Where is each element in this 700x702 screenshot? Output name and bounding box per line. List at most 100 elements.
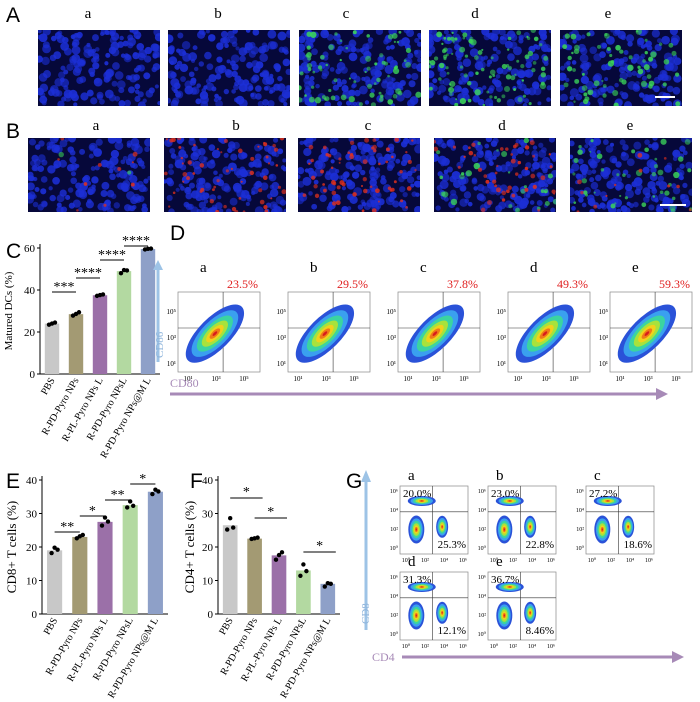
cd8-axis-label: CD8: [360, 603, 372, 624]
density-blob-double-neg: [496, 601, 513, 630]
density-blob-cd4: [622, 515, 635, 538]
flow-x-tick: 10⁴: [626, 558, 634, 564]
data-point: [276, 552, 282, 558]
flow-x-tick: 10⁵: [239, 375, 249, 383]
flow-d-sublabel: d: [530, 260, 538, 276]
bar: [320, 583, 336, 614]
density-blob: [617, 304, 677, 363]
micrograph-b-d: [434, 138, 556, 212]
flow-x-tick: 10³: [643, 375, 652, 383]
flow-x-tick: 10⁴: [528, 558, 536, 564]
flow-x-tick: 10³: [431, 375, 440, 383]
flow-d-sublabel: b: [310, 260, 318, 276]
cd4-axis-label: CD4: [372, 650, 395, 664]
flow-y-tick: 10¹: [167, 360, 176, 368]
bar: [97, 521, 113, 614]
flow-g-sublabel: a: [408, 468, 415, 484]
density-blob-cd8: [593, 495, 622, 506]
flow-y-tick: 10⁵: [387, 308, 397, 316]
data-point: [225, 527, 230, 532]
y-tick-label: 0: [30, 369, 36, 381]
data-point: [279, 550, 285, 555]
flow-y-tick: 10²: [390, 613, 398, 619]
flow-cd80-cd86: a 23.5% 10¹ 10¹ 10³ 10³ 10⁵ 10⁵ b 29.5% 10¹ 10¹ 10³ 1…: [167, 260, 693, 383]
flow-x-tick: 10⁶: [645, 558, 653, 564]
data-point: [273, 557, 279, 562]
flow-y-tick: 10¹: [387, 360, 396, 368]
panel-letter-g: G: [346, 470, 363, 493]
flow-y-tick: 10³: [497, 334, 506, 342]
bar: [44, 323, 60, 374]
panel-a-label-b: b: [214, 6, 222, 22]
flow-y-tick: 10⁵: [167, 308, 177, 316]
bar: [122, 505, 138, 614]
data-point: [99, 523, 105, 528]
flow-x-tick: 10⁴: [528, 644, 536, 650]
scale-bar-b: [660, 204, 686, 206]
density-blob-double-neg: [408, 515, 425, 544]
data-point: [131, 503, 136, 508]
significance-label: *: [89, 504, 96, 519]
flow-y-tick: 10⁴: [478, 594, 486, 600]
flow-g-sublabel: c: [594, 468, 601, 484]
flow-g-sublabel: e: [496, 554, 503, 570]
flow-x-tick: 10⁵: [349, 375, 359, 383]
micrograph-b-a: [28, 138, 150, 212]
flow-y-tick: 10⁰: [478, 631, 487, 638]
data-point: [49, 550, 54, 556]
density-blob-double-neg: [496, 515, 513, 544]
data-point: [52, 320, 58, 325]
flow-cd4-cd8: a20.0%25.3%10⁰10⁰10²10²10⁴10⁴10⁶10⁶b23.0…: [361, 468, 684, 663]
flow-y-tick: 10⁵: [599, 308, 609, 316]
significance-label: ****: [98, 248, 126, 263]
flow-percentage: 29.5%: [337, 277, 368, 291]
x-tick-label: PBS: [217, 616, 235, 637]
density-blob-cd4: [436, 515, 449, 538]
cd80-arrow: [170, 388, 668, 400]
density-blob-cd8: [407, 581, 436, 592]
panel-a-label-d: d: [471, 6, 479, 22]
density-blob-cd8: [495, 581, 524, 592]
panel-b-label-e: e: [626, 118, 634, 134]
data-point: [118, 271, 124, 276]
significance-label: *: [316, 539, 323, 554]
flow-x-tick: 10⁶: [459, 644, 467, 650]
flow-pct-bottom-right: 22.8%: [526, 539, 554, 551]
flow-y-tick: 10¹: [277, 360, 286, 368]
significance-label: *: [267, 505, 274, 520]
y-tick-label: 20: [24, 327, 36, 339]
density-blob-cd4: [436, 601, 449, 624]
y-tick-label: 30: [26, 509, 38, 521]
y-axis-label: CD4+ T cells (%): [182, 501, 197, 593]
y-tick-label: 60: [24, 243, 36, 255]
data-point: [298, 573, 303, 579]
bar: [116, 271, 132, 374]
flow-y-tick: 10⁶: [478, 489, 486, 495]
flow-x-tick: 10¹: [183, 375, 192, 383]
flow-y-tick: 10⁴: [478, 508, 486, 514]
data-point: [156, 489, 161, 494]
flow-x-tick: 10⁰: [402, 557, 411, 564]
flow-x-tick: 10²: [607, 558, 615, 564]
flow-y-tick: 10⁰: [576, 545, 585, 552]
density-blob-cd8: [495, 495, 524, 506]
flow-y-tick: 10³: [167, 334, 176, 342]
y-tick-label: 40: [26, 475, 38, 487]
flow-x-tick: 10¹: [293, 375, 302, 383]
flow-y-tick: 10⁶: [390, 575, 398, 581]
density-blob: [295, 304, 355, 363]
flow-pct-bottom-right: 8.46%: [526, 625, 554, 637]
bar: [247, 538, 262, 614]
flow-y-tick: 10⁴: [390, 594, 398, 600]
data-point: [124, 268, 130, 273]
flow-d-sublabel: e: [632, 260, 639, 276]
density-blob: [405, 304, 465, 363]
significance-label: **: [60, 520, 74, 535]
bar: [72, 536, 88, 614]
data-point: [322, 584, 327, 589]
flow-y-tick: 10⁰: [478, 545, 487, 552]
significance-label: *: [243, 485, 250, 500]
data-point: [76, 310, 82, 315]
bar: [147, 491, 163, 614]
panel-letter-d: D: [170, 222, 186, 245]
